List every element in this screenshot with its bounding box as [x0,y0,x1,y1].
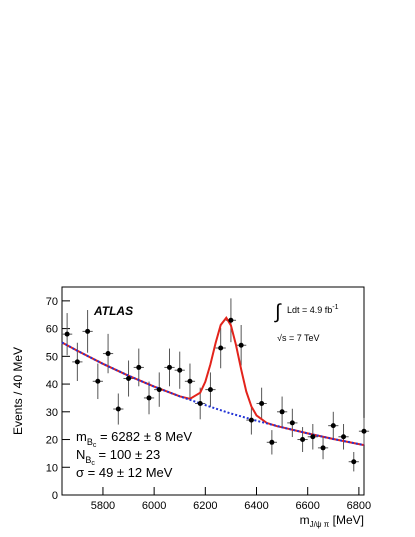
data-point [197,400,203,406]
annotation-main: σ = 49 ± 12 MeV [76,465,173,480]
data-point [320,445,326,451]
x-tick-label: 6200 [193,500,217,512]
y-tick-label: 40 [46,379,58,391]
x-label-unit: [MeV] [329,513,364,527]
y-tick-label: 70 [46,296,58,308]
annotation: σ = 49 ± 12 MeV [76,465,173,480]
data-point [166,364,172,370]
data-point [64,331,70,337]
annotation-main: N [76,447,85,462]
annotation-subsub: c [93,442,97,449]
x-tick-label: 6000 [142,500,166,512]
data-point [310,434,316,440]
data-point [115,406,121,412]
y-tick-label: 30 [46,407,58,419]
data-point [341,434,347,440]
integral: ∫ [274,301,282,323]
data-point [126,376,132,382]
data-point [187,378,193,384]
fit-curve [61,316,365,447]
plot-frame [61,286,365,496]
data-point [228,317,234,323]
data-point [177,367,183,373]
data-point [248,417,254,423]
annotation-rest: = 100 ± 23 [95,447,160,462]
x-label-main: m [300,513,310,527]
annotation-main: m [76,429,87,444]
x-label-sub: J/ψ π [310,520,330,529]
x-axis-label: mJ/ψ π [MeV] [300,513,364,529]
lumi-sup: -1 [332,304,338,311]
data-point [259,400,265,406]
fit-curve [61,341,365,447]
brand: ATLAS [93,304,133,318]
lumi: Ldt = 4.9 fb-1 [287,304,339,315]
data-point [351,459,357,465]
annotation-subsub: c [91,460,95,467]
data-point [269,439,275,445]
y-tick-label: 60 [46,324,58,336]
annotation-sub: B [87,437,93,447]
annotation: mBc = 6282 ± 8 MeV [76,429,192,449]
annotation-sub: B [85,455,91,465]
data-point [279,409,285,415]
data-point [85,328,91,334]
annotation: NBc = 100 ± 23 [76,447,160,467]
y-tick-label: 50 [46,351,58,363]
data-point [289,420,295,426]
data-point [74,359,80,365]
data-point [207,387,213,393]
y-axis-label: Events / 40 MeV [11,347,25,435]
y-tick-label: 20 [46,435,58,447]
data-point [105,351,111,357]
data-point [238,342,244,348]
y-tick-label: 0 [52,490,58,502]
data-point [300,437,306,443]
x-tick-label: 6600 [295,500,319,512]
annotation-rest: = 6282 ± 8 MeV [96,429,192,444]
data-point [330,423,336,429]
y-tick-label: 10 [46,462,58,474]
x-tick-label: 5800 [91,500,115,512]
x-tick-label: 6400 [244,500,268,512]
x-tick-label: 6800 [347,500,371,512]
data-point [156,387,162,393]
data-point [218,345,224,351]
lumi-text: Ldt = 4.9 fb [287,305,332,315]
data-point [136,364,142,370]
energy: √s = 7 TeV [277,333,320,343]
data-point [361,428,367,434]
data-point [95,378,101,384]
data-point [146,395,152,401]
